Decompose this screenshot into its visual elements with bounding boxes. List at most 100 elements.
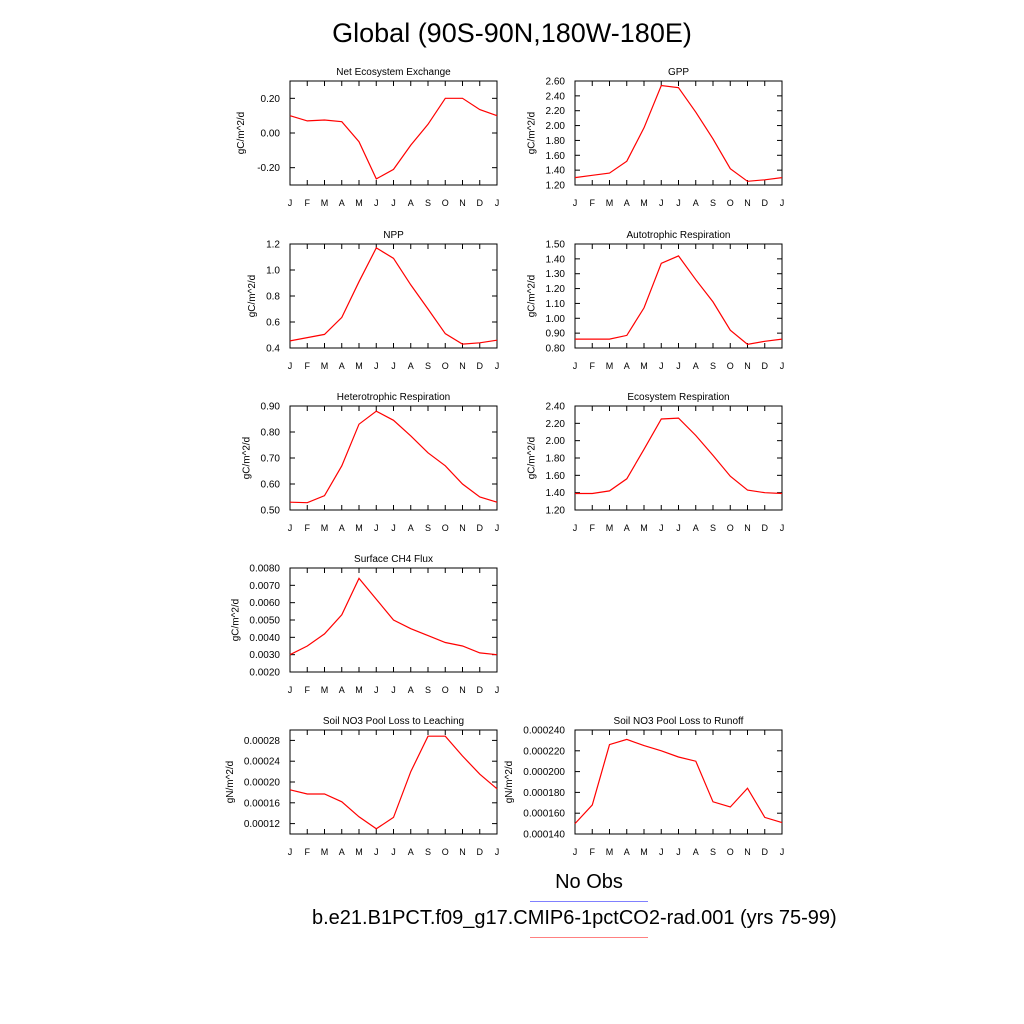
x-tick-label: M: [640, 198, 648, 208]
x-tick-label: A: [408, 685, 414, 695]
y-axis-label: gC/m^2/d: [527, 275, 538, 318]
x-tick-label: J: [676, 198, 681, 208]
series-line: [289, 735, 498, 830]
x-tick-label: J: [780, 847, 785, 857]
y-tick-label: 0.00024: [244, 757, 281, 768]
y-axis-label: gC/m^2/d: [242, 437, 253, 480]
x-tick-label: M: [606, 847, 614, 857]
x-tick-label: M: [640, 847, 648, 857]
x-tick-label: J: [374, 685, 379, 695]
x-tick-label: M: [355, 685, 363, 695]
x-tick-label: M: [640, 523, 648, 533]
x-tick-label: M: [606, 523, 614, 533]
panel-title: Autotrophic Respiration: [627, 230, 731, 241]
x-tick-label: N: [744, 847, 751, 857]
x-tick-label: J: [374, 523, 379, 533]
x-tick-label: N: [459, 198, 466, 208]
x-tick-label: J: [780, 523, 785, 533]
y-tick-label: 1.40: [546, 254, 566, 265]
panel-title: Heterotrophic Respiration: [337, 392, 450, 403]
y-axis-label: gC/m^2/d: [230, 599, 241, 642]
y-axis-label: gN/m^2/d: [504, 761, 515, 804]
x-tick-label: M: [321, 685, 329, 695]
x-tick-label: D: [762, 361, 769, 371]
x-tick-label: D: [477, 523, 484, 533]
y-tick-label: 0.00012: [244, 819, 281, 830]
x-tick-label: F: [590, 847, 596, 857]
y-tick-label: 2.40: [546, 402, 566, 413]
y-tick-label: 2.20: [546, 419, 566, 430]
x-tick-label: J: [374, 847, 379, 857]
y-tick-label: 0.0020: [249, 668, 280, 679]
y-tick-label: 1.50: [546, 240, 566, 251]
panel-1: J F M A M J J A S O N D J1.201.401.601.802.002.202.4…: [527, 67, 785, 208]
y-tick-label: 0.80: [546, 344, 566, 355]
y-tick-label: 0.80: [261, 428, 281, 439]
y-tick-label: 0.000180: [523, 788, 565, 799]
x-tick-label: J: [495, 847, 500, 857]
legend-case-label: b.e21.B1PCT.f09_g17.CMIP6-1pctCO2-rad.00…: [312, 907, 837, 929]
x-tick-label: O: [727, 361, 734, 371]
x-tick-label: J: [573, 198, 578, 208]
x-tick-label: D: [762, 847, 769, 857]
y-tick-label: 0.00028: [244, 736, 281, 747]
y-tick-label: 0.60: [261, 480, 281, 491]
x-tick-label: A: [693, 198, 699, 208]
panel-title: GPP: [668, 67, 689, 78]
x-tick-label: D: [762, 198, 769, 208]
panel-title: Ecosystem Respiration: [627, 392, 729, 403]
panel-title: Soil NO3 Pool Loss to Leaching: [323, 716, 464, 727]
x-tick-label: A: [339, 523, 345, 533]
y-tick-label: 0.00020: [244, 778, 281, 789]
x-tick-label: F: [305, 361, 311, 371]
y-tick-label: 2.20: [546, 106, 566, 117]
y-tick-label: 1.80: [546, 136, 566, 147]
panel-6: J F M A M J J A S O N D J0.00200.00300.00400.00500.0…: [230, 554, 499, 695]
y-tick-label: 0.90: [261, 402, 281, 413]
panel-3: J F M A M J J A S O N D J0.800.901.001.101.201.301.4…: [527, 230, 785, 371]
x-tick-label: M: [640, 361, 648, 371]
x-tick-label: F: [590, 523, 596, 533]
y-tick-label: 1.40: [546, 166, 566, 177]
x-tick-label: J: [495, 198, 500, 208]
y-tick-label: 0.0080: [249, 564, 280, 575]
y-tick-label: 0.4: [266, 344, 280, 355]
series-line: [289, 247, 498, 345]
x-tick-label: D: [477, 685, 484, 695]
x-tick-label: A: [624, 198, 630, 208]
x-tick-label: S: [425, 847, 431, 857]
x-tick-label: A: [339, 847, 345, 857]
y-tick-label: 0.0060: [249, 598, 280, 609]
y-tick-label: 1.30: [546, 269, 566, 280]
y-tick-label: 0.000200: [523, 767, 565, 778]
y-tick-label: 1.20: [546, 506, 566, 517]
x-tick-label: J: [391, 523, 396, 533]
x-tick-label: A: [624, 523, 630, 533]
x-tick-label: A: [408, 198, 414, 208]
x-tick-label: J: [676, 847, 681, 857]
x-tick-label: A: [408, 361, 414, 371]
x-tick-label: J: [676, 523, 681, 533]
x-tick-label: M: [355, 361, 363, 371]
x-tick-label: O: [442, 198, 449, 208]
figure-title: Global (90S-90N,180W-180E): [332, 18, 692, 48]
y-tick-label: 0.50: [261, 506, 281, 517]
x-tick-label: A: [339, 361, 345, 371]
y-tick-label: 0.70: [261, 454, 281, 465]
x-tick-label: F: [305, 847, 311, 857]
y-tick-label: 0.20: [261, 94, 281, 105]
x-tick-label: S: [710, 361, 716, 371]
y-tick-label: 0.0030: [249, 650, 280, 661]
x-tick-label: M: [321, 361, 329, 371]
x-tick-label: S: [710, 198, 716, 208]
x-tick-label: J: [495, 361, 500, 371]
y-axis-label: gC/m^2/d: [527, 112, 538, 155]
panel-7: J F M A M J J A S O N D J0.000120.000160.000200.0002…: [225, 716, 499, 857]
x-tick-label: M: [321, 198, 329, 208]
x-tick-label: N: [744, 523, 751, 533]
x-tick-label: M: [321, 523, 329, 533]
x-tick-label: S: [710, 847, 716, 857]
x-tick-label: F: [305, 685, 311, 695]
x-tick-label: J: [288, 361, 293, 371]
